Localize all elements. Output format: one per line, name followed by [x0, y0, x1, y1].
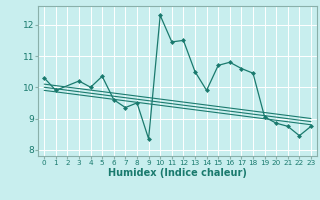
X-axis label: Humidex (Indice chaleur): Humidex (Indice chaleur)	[108, 168, 247, 178]
